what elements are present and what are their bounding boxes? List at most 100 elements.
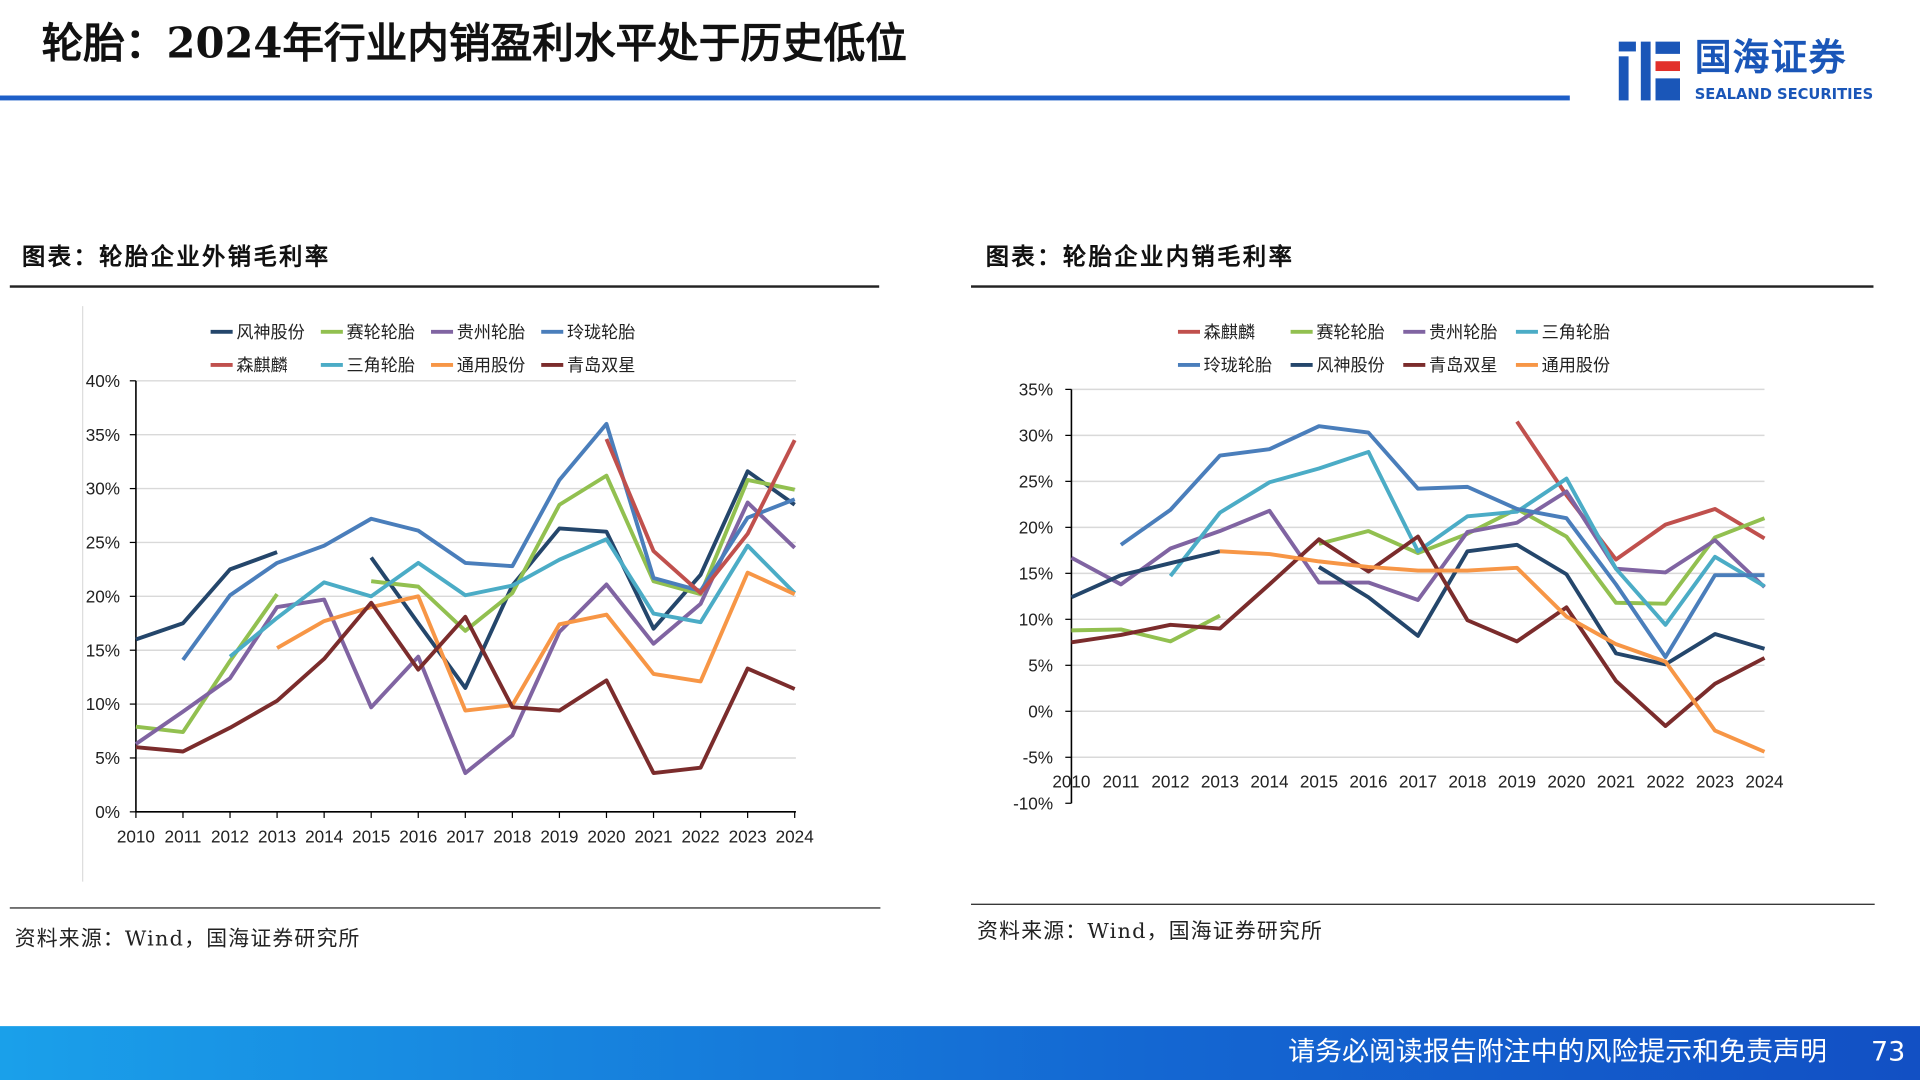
- x-tick-label: 2016: [1349, 771, 1387, 791]
- legend-label: 通用股份: [1542, 355, 1611, 375]
- left-chart-title: 图表：轮胎企业外销毛利率: [22, 243, 331, 271]
- legend-label: 玲珑轮胎: [1204, 355, 1273, 375]
- x-tick-label: 2024: [776, 826, 815, 846]
- x-tick-label: 2015: [1300, 771, 1338, 791]
- chart-0: 0% 5% 10% 15% 20% 25% 30% 35% 40% 2010 2011 2012 201…: [86, 322, 814, 846]
- legend-label: 三角轮胎: [1542, 322, 1611, 342]
- title-rule: [0, 95, 1570, 101]
- series-line-玲珑轮胎: [181, 421, 796, 662]
- logo-cn: 国海证券: [1694, 36, 1847, 80]
- x-tick-label: 2017: [1399, 771, 1437, 791]
- x-tick-label: 2018: [493, 826, 531, 846]
- series-line-森麒麟: [604, 438, 797, 596]
- x-tick-label: 2022: [1646, 771, 1684, 791]
- series-line-贵州轮胎: [134, 500, 797, 776]
- legend-label: 赛轮轮胎: [1316, 322, 1385, 342]
- x-tick-label: 2010: [117, 826, 155, 846]
- x-tick-label: 2013: [258, 826, 296, 846]
- y-tick-label: 25%: [86, 533, 120, 553]
- x-tick-label: 2011: [165, 826, 202, 846]
- x-tick-label: 2014: [1250, 771, 1289, 791]
- x-tick-label: 2018: [1448, 771, 1486, 791]
- x-tick-label: 2024: [1745, 771, 1784, 791]
- legend-label: 贵州轮胎: [457, 322, 526, 342]
- series-line-玲珑轮胎: [1119, 424, 1765, 659]
- x-tick-label: 2021: [634, 826, 672, 846]
- x-tick-label: 2019: [1498, 771, 1536, 791]
- y-tick-label: 30%: [1019, 425, 1053, 445]
- series-line-贵州轮胎: [1070, 489, 1766, 602]
- legend-label: 通用股份: [457, 355, 526, 375]
- left-bottom-rule: [9, 907, 881, 909]
- sealand-logo: 国海证券 SEALAND SECURITIES: [1614, 37, 1878, 108]
- left-source: 资料来源：Wind，国海证券研究所: [14, 926, 361, 952]
- x-tick-label: 2023: [729, 826, 767, 846]
- legend-label: 青岛双星: [1429, 355, 1498, 375]
- footer-bar: 请务必阅读报告附注中的风险提示和免责声明 73: [0, 1026, 1920, 1080]
- legend-label: 青岛双星: [567, 355, 636, 375]
- sealand-logo-icon: [1618, 41, 1681, 101]
- left-chart-frame: [82, 306, 84, 882]
- right-title-rule: [971, 285, 1874, 288]
- y-tick-label: 10%: [1019, 609, 1053, 629]
- legend-label: 风神股份: [236, 322, 305, 342]
- y-tick-label: 15%: [86, 640, 120, 660]
- series-line-赛轮轮胎: [135, 473, 796, 735]
- series-line-青岛双星: [1071, 534, 1766, 728]
- series-line-三角轮胎: [228, 537, 797, 659]
- x-tick-label: 2022: [682, 826, 720, 846]
- legend-label: 三角轮胎: [347, 355, 416, 375]
- y-tick-label: 20%: [86, 586, 120, 606]
- y-tick-label: 40%: [86, 371, 120, 391]
- y-tick-label: 5%: [1028, 655, 1053, 675]
- footer-disclaimer: 请务必阅读报告附注中的风险提示和免责声明: [1288, 1037, 1827, 1068]
- y-tick-label: -10%: [1013, 793, 1053, 813]
- legend-label: 风神股份: [1316, 355, 1385, 375]
- y-tick-label: 30%: [86, 479, 120, 499]
- logo-en: SEALAND SECURITIES: [1694, 85, 1874, 103]
- x-tick-label: 2020: [1547, 771, 1585, 791]
- page-title: 轮胎：2024年行业内销盈利水平处于历史低位: [41, 19, 907, 69]
- y-tick-label: 10%: [86, 694, 120, 714]
- y-tick-label: 5%: [95, 748, 120, 768]
- x-tick-label: 2019: [540, 826, 578, 846]
- page-number: 73: [1871, 1037, 1906, 1068]
- y-tick-label: -5%: [1023, 747, 1053, 767]
- y-tick-label: 20%: [1019, 517, 1053, 537]
- x-tick-label: 2013: [1201, 771, 1239, 791]
- x-tick-label: 2023: [1696, 771, 1734, 791]
- series-line-青岛双星: [135, 600, 796, 776]
- series-line-三角轮胎: [1168, 449, 1766, 627]
- y-tick-label: 35%: [1019, 380, 1053, 400]
- legend-label: 玲珑轮胎: [567, 322, 636, 342]
- y-tick-label: 15%: [1019, 563, 1053, 583]
- legend-label: 森麒麟: [1204, 322, 1255, 342]
- x-tick-label: 2020: [587, 826, 625, 846]
- x-tick-label: 2011: [1103, 771, 1140, 791]
- x-tick-label: 2015: [352, 826, 390, 846]
- y-tick-label: 35%: [86, 425, 120, 445]
- y-tick-label: 0%: [95, 802, 120, 822]
- x-tick-label: 2012: [211, 826, 249, 846]
- y-tick-label: 25%: [1019, 471, 1053, 491]
- series-line-通用股份: [1219, 549, 1766, 754]
- chart-1: -10% -5% 0% 5% 10% 15% 20% 25% 30% 35% 2010 2011 201…: [1013, 322, 1784, 813]
- x-tick-label: 2017: [446, 826, 484, 846]
- x-tick-label: 2012: [1151, 771, 1189, 791]
- x-tick-label: 2014: [305, 826, 344, 846]
- legend-label: 赛轮轮胎: [347, 322, 416, 342]
- x-tick-label: 2021: [1597, 771, 1635, 791]
- series-line-风神股份: [1070, 542, 1766, 667]
- y-tick-label: 0%: [1028, 701, 1053, 721]
- series-line-森麒麟: [1515, 420, 1766, 562]
- right-bottom-rule: [971, 903, 1875, 905]
- left-title-rule: [9, 285, 880, 288]
- x-tick-label: 2010: [1052, 771, 1090, 791]
- right-source: 资料来源：Wind，国海证券研究所: [977, 919, 1324, 945]
- x-tick-label: 2016: [399, 826, 437, 846]
- legend-label: 森麒麟: [236, 355, 287, 375]
- right-chart-title: 图表：轮胎企业内销毛利率: [985, 243, 1295, 271]
- legend-label: 贵州轮胎: [1429, 322, 1498, 342]
